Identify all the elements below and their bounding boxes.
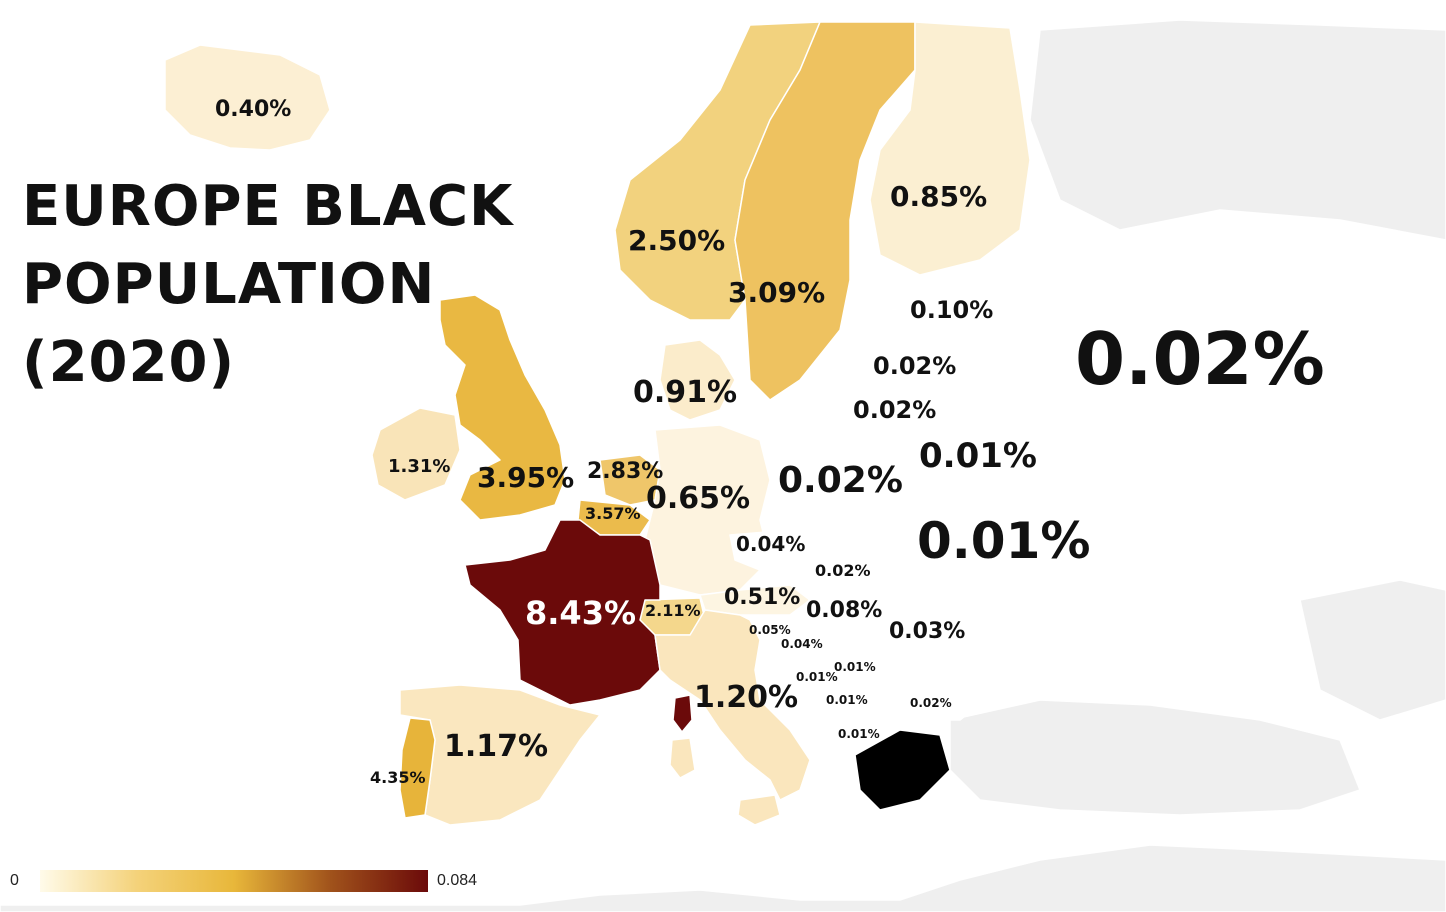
color-scale-legend: 0 0.084 bbox=[0, 862, 520, 902]
country-slovakia[interactable] bbox=[809, 549, 886, 586]
country-ireland[interactable] bbox=[371, 407, 461, 501]
label-finland: 0.85% bbox=[890, 180, 987, 213]
country-corsica[interactable] bbox=[672, 694, 693, 733]
country-hungary[interactable] bbox=[804, 589, 886, 631]
label-bulgaria: 0.02% bbox=[910, 696, 952, 710]
country-russia[interactable] bbox=[989, 224, 1446, 571]
label-russia: 0.02% bbox=[1075, 317, 1325, 401]
country-united-kingdom[interactable] bbox=[439, 294, 566, 521]
label-lithuania: 0.02% bbox=[853, 396, 936, 424]
label-portugal: 4.35% bbox=[370, 768, 426, 787]
label-iceland: 0.40% bbox=[215, 97, 291, 122]
label-serbia: 0.01% bbox=[834, 660, 876, 674]
country-sweden[interactable] bbox=[734, 21, 916, 401]
title-line-2: POPULATION bbox=[22, 252, 436, 317]
country-sicily[interactable] bbox=[737, 794, 781, 826]
country-greece[interactable] bbox=[854, 729, 951, 811]
map-title: EUROPE BLACK POPULATION (2020) bbox=[22, 168, 513, 402]
label-sweden: 3.09% bbox=[728, 276, 825, 309]
country-montenegro[interactable] bbox=[814, 689, 861, 716]
legend-gradient-bar bbox=[40, 870, 428, 892]
country-latvia[interactable] bbox=[869, 334, 996, 386]
label-france: 8.43% bbox=[525, 594, 636, 632]
country-estonia[interactable] bbox=[879, 284, 991, 336]
country-portugal[interactable] bbox=[399, 717, 436, 819]
no-data-land bbox=[0, 19, 1446, 912]
legend-min-label: 0 bbox=[10, 872, 19, 889]
label-norway: 2.50% bbox=[628, 224, 725, 257]
label-slovakia: 0.02% bbox=[815, 561, 871, 580]
northern-russia-land bbox=[1029, 19, 1446, 241]
country-denmark[interactable] bbox=[659, 339, 736, 421]
label-slovenia: 0.05% bbox=[749, 623, 791, 637]
label-belarus: 0.01% bbox=[919, 436, 1037, 476]
label-croatia: 0.04% bbox=[781, 637, 823, 651]
label-estonia: 0.10% bbox=[910, 296, 993, 324]
label-united-kingdom: 3.95% bbox=[477, 461, 574, 494]
label-montenegro: 0.01% bbox=[826, 693, 868, 707]
label-hungary: 0.08% bbox=[806, 598, 882, 623]
country-romania[interactable] bbox=[874, 599, 991, 666]
country-czechia[interactable] bbox=[729, 529, 821, 571]
country-italy[interactable] bbox=[654, 609, 811, 801]
country-france[interactable] bbox=[464, 519, 661, 706]
label-romania: 0.03% bbox=[889, 619, 965, 644]
label-ukraine: 0.01% bbox=[917, 512, 1090, 570]
country-albania[interactable] bbox=[829, 714, 871, 756]
country-sardinia[interactable] bbox=[669, 737, 696, 779]
legend-max-label: 0.084 bbox=[437, 872, 478, 889]
title-line-3: (2020) bbox=[22, 330, 236, 395]
country-bulgaria[interactable] bbox=[884, 674, 986, 721]
label-ireland: 1.31% bbox=[388, 456, 450, 477]
label-czechia: 0.04% bbox=[736, 532, 805, 556]
label-spain: 1.17% bbox=[444, 729, 548, 764]
country-croatia[interactable] bbox=[769, 631, 836, 671]
label-austria: 0.51% bbox=[724, 585, 800, 610]
countries bbox=[164, 21, 1446, 826]
country-iceland[interactable] bbox=[164, 44, 331, 151]
value-labels: 0.40% 2.50% 3.09% 0.85% 0.10% 0.02% 0.02… bbox=[215, 97, 1325, 787]
label-bosnia: 0.01% bbox=[796, 670, 838, 684]
label-albania: 0.01% bbox=[838, 727, 880, 741]
country-finland[interactable] bbox=[869, 21, 1031, 276]
label-belgium: 3.57% bbox=[585, 504, 641, 523]
label-italy: 1.20% bbox=[694, 680, 798, 715]
label-poland: 0.02% bbox=[778, 460, 903, 501]
north-africa-land bbox=[0, 844, 1446, 912]
label-switzerland: 2.11% bbox=[645, 601, 701, 620]
turkey-land bbox=[949, 699, 1361, 816]
label-denmark: 0.91% bbox=[633, 375, 737, 410]
country-belarus[interactable] bbox=[919, 419, 1061, 506]
label-netherlands: 2.83% bbox=[587, 459, 663, 484]
country-serbia[interactable] bbox=[834, 649, 886, 701]
label-germany: 0.65% bbox=[646, 481, 750, 516]
caucasus-land bbox=[1299, 579, 1446, 721]
title-line-1: EUROPE BLACK bbox=[22, 174, 514, 239]
country-poland[interactable] bbox=[769, 429, 931, 551]
country-bosnia[interactable] bbox=[784, 659, 836, 691]
country-ukraine[interactable] bbox=[884, 499, 1161, 601]
label-latvia: 0.02% bbox=[873, 352, 956, 380]
